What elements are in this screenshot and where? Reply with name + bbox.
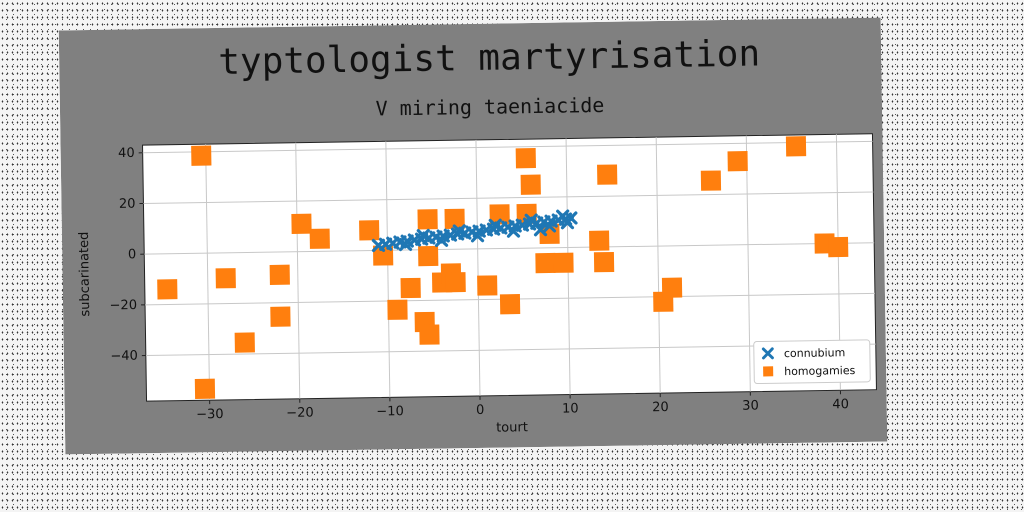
- y-tick-label: 0: [128, 247, 137, 262]
- homogamies-point: [400, 277, 421, 299]
- chart-legend: connubium homogamies: [753, 339, 871, 385]
- homogamies-point: [444, 208, 465, 230]
- chart-subtitle: V miring taeniacide: [375, 93, 604, 121]
- x-grid-line: [295, 142, 301, 399]
- x-tick-label: 0: [476, 403, 485, 418]
- y-tick-label: −40: [110, 349, 138, 364]
- x-grid-line: [745, 135, 751, 392]
- y-tick-label: 20: [119, 197, 136, 212]
- connubium-point: [533, 223, 548, 237]
- homogamies-point: [309, 228, 330, 249]
- homogamies-point: [515, 148, 536, 169]
- homogamies-point: [157, 279, 178, 300]
- x-axis-ticks: −30 −20 −10 0 10 20 30 40: [196, 390, 849, 422]
- homogamies-point: [539, 223, 560, 245]
- y-grid-line: [142, 140, 873, 154]
- homogamies-point: [785, 136, 807, 157]
- data-points: [157, 136, 849, 399]
- homogamies-point: [597, 164, 618, 185]
- legend-label-homogamies: homogamies: [784, 364, 856, 378]
- homogamies-point: [520, 174, 541, 195]
- homogamies-point: [215, 268, 236, 289]
- homogamies-point: [419, 324, 440, 345]
- homogamies-point: [270, 306, 291, 327]
- y-grid-line: [144, 242, 875, 255]
- x-tick-label: 40: [832, 397, 849, 412]
- legend-marker-connubium: [761, 347, 774, 360]
- y-axis-ticks: −40 −20 0 20 40: [109, 146, 146, 364]
- homogamies-point: [417, 209, 438, 230]
- x-tick-label: 10: [562, 401, 579, 416]
- homogamies-point: [700, 170, 722, 191]
- connubium-point: [488, 218, 502, 232]
- x-tick-label: −10: [376, 404, 404, 419]
- y-grid-line: [143, 191, 874, 204]
- y-axis-label: subcarinated: [77, 232, 93, 317]
- legend-label-connubium: connubium: [784, 346, 846, 360]
- x-tick-label: 20: [652, 400, 669, 415]
- connubium-point: [506, 224, 521, 238]
- homogamies-point: [194, 378, 216, 399]
- connubium-point: [470, 229, 485, 243]
- homogamies-point: [828, 236, 849, 258]
- homogamies-point: [535, 252, 556, 274]
- legend-marker-homogamies: [763, 366, 774, 377]
- x-grid-line: [385, 141, 391, 398]
- x-tick-label: 30: [742, 399, 759, 414]
- homogamies-point: [291, 213, 312, 234]
- connubium-point: [416, 228, 431, 243]
- homogamies-point: [269, 264, 290, 285]
- homogamies-point: [499, 294, 521, 315]
- homogamies-point: [727, 151, 748, 172]
- legend-box: [753, 339, 871, 385]
- homogamies-point: [191, 145, 212, 166]
- homogamies-point: [477, 275, 498, 296]
- x-grid-line: [655, 137, 661, 394]
- homogamies-point: [234, 332, 255, 353]
- homogamies-point: [661, 277, 683, 298]
- homogamies-point: [553, 252, 574, 273]
- homogamies-point: [387, 299, 408, 320]
- scatter-chart: typtologist martyrisation V miring taeni…: [58, 17, 888, 455]
- connubium-point: [452, 224, 467, 238]
- x-axis-label: tourt: [496, 420, 528, 435]
- y-tick-label: −20: [109, 298, 137, 313]
- connubium-point: [434, 233, 449, 248]
- connubium-point: [542, 219, 557, 233]
- homogamies-point: [372, 245, 394, 266]
- chart-figure: typtologist martyrisation V miring taeni…: [58, 17, 888, 455]
- homogamies-point: [593, 251, 615, 273]
- homogamies-point: [489, 204, 510, 225]
- connubium-point: [398, 237, 413, 252]
- x-grid-line: [205, 144, 211, 401]
- homogamies-point: [359, 220, 380, 241]
- connubium-point: [556, 209, 570, 223]
- x-tick-label: −20: [286, 406, 314, 421]
- homogamies-point: [589, 230, 610, 251]
- x-tick-label: −30: [196, 407, 224, 422]
- homogamies-point: [445, 272, 466, 293]
- y-tick-label: 40: [118, 146, 135, 161]
- chart-title: typtologist martyrisation: [218, 33, 760, 83]
- homogamies-point: [418, 245, 439, 267]
- x-grid-line: [475, 139, 481, 396]
